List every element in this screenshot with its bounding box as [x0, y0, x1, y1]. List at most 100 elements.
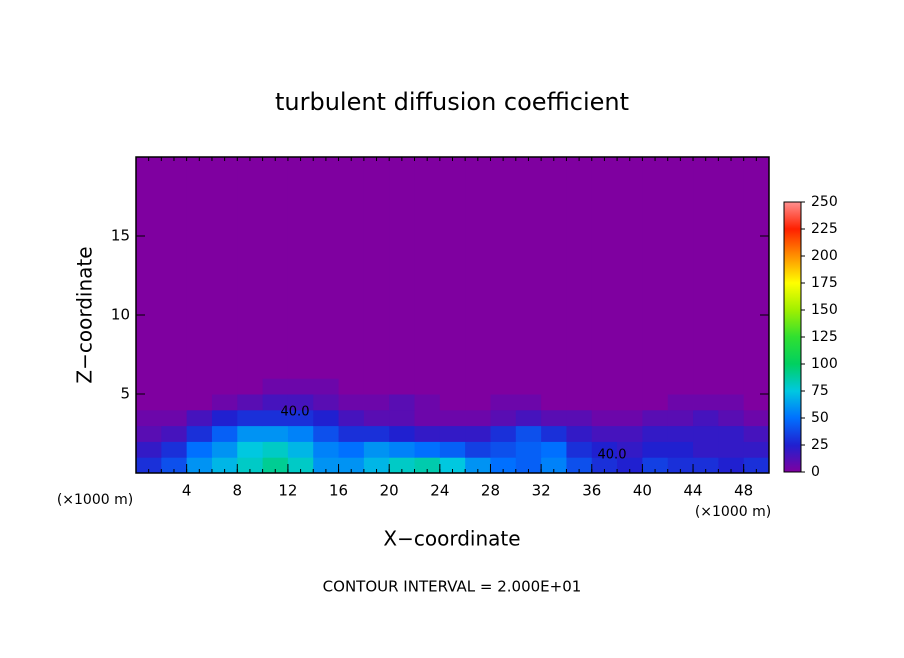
heat-cell — [338, 425, 365, 442]
heat-cell — [490, 425, 517, 442]
heat-cell — [490, 157, 517, 379]
colorbar-tick-label: 250 — [811, 194, 838, 210]
heat-cell — [338, 457, 365, 474]
heat-cell — [617, 378, 643, 395]
heat-cell — [136, 441, 162, 458]
heat-cell — [515, 425, 542, 442]
heat-cell — [667, 394, 694, 411]
heat-cell — [642, 409, 669, 427]
heat-cell — [439, 378, 466, 395]
heat-cell — [363, 409, 390, 427]
heat-cell — [693, 425, 719, 442]
heat-cell — [186, 457, 213, 474]
y-tick-label: 15 — [111, 227, 130, 245]
colorbar-tick-label: 150 — [811, 302, 838, 318]
colorbar-tick-label: 225 — [811, 221, 838, 237]
heat-cell — [237, 457, 264, 474]
heat-cell — [566, 157, 593, 379]
colorbar-tick-label: 175 — [811, 275, 838, 291]
heat-cell — [338, 409, 365, 427]
heat-cell — [287, 157, 314, 379]
heat-cell — [515, 441, 542, 458]
heat-cell — [287, 425, 314, 442]
y-axis-label: Z−coordinate — [73, 246, 97, 383]
heat-cell — [363, 441, 390, 458]
heat-cell — [541, 394, 567, 411]
x-tick-label: 44 — [683, 482, 702, 500]
heat-cell — [591, 457, 618, 474]
heat-cell — [667, 441, 694, 458]
heat-cell — [617, 157, 643, 379]
heat-cell — [617, 425, 643, 442]
heat-cell — [287, 394, 314, 411]
heat-cell — [465, 409, 491, 427]
heat-cell — [262, 409, 289, 427]
heat-cell — [363, 378, 390, 395]
heat-cell — [743, 441, 770, 458]
heat-cell — [439, 157, 466, 379]
heat-cell — [237, 378, 264, 395]
heat-cell — [693, 457, 719, 474]
heat-cell — [136, 457, 162, 474]
heat-cell — [161, 457, 188, 474]
heat-cell — [262, 441, 289, 458]
heat-cell — [566, 457, 593, 474]
heat-cell — [591, 157, 618, 379]
colorbar-tick-label: 75 — [811, 383, 829, 399]
footnote: CONTOUR INTERVAL = 2.000E+01 — [323, 578, 582, 596]
heat-cell — [439, 425, 466, 442]
x-unit: (×1000 m) — [695, 504, 771, 520]
heat-cell — [186, 425, 213, 442]
contour-label: 40.0 — [598, 448, 627, 463]
heat-cell — [617, 457, 643, 474]
heat-cell — [743, 425, 770, 442]
heat-cell — [313, 409, 340, 427]
heat-cell — [389, 457, 416, 474]
heat-cell — [414, 425, 441, 442]
heat-cell — [313, 457, 340, 474]
heat-cell — [465, 157, 491, 379]
heat-cell — [262, 457, 289, 474]
heat-cell — [262, 157, 289, 379]
heat-cell — [591, 409, 618, 427]
heat-cell — [693, 409, 719, 427]
heat-cell — [465, 378, 491, 395]
heat-cell — [515, 409, 542, 427]
heat-cell — [389, 409, 416, 427]
x-unit: (×1000 m) — [57, 492, 133, 508]
heat-cell — [566, 425, 593, 442]
heat-cell — [541, 409, 567, 427]
heat-cell — [439, 394, 466, 411]
heat-cell — [414, 409, 441, 427]
x-tick-label: 24 — [430, 482, 449, 500]
colorbar-tick-label: 100 — [811, 356, 838, 372]
heat-cell — [667, 409, 694, 427]
heat-cell — [591, 394, 618, 411]
heat-cell — [591, 425, 618, 442]
x-tick-label: 28 — [481, 482, 500, 500]
heat-cell — [161, 409, 188, 427]
heat-cell — [465, 394, 491, 411]
heat-cell — [414, 441, 441, 458]
x-tick-label: 36 — [582, 482, 601, 500]
heat-cell — [541, 378, 567, 395]
heat-cell — [338, 441, 365, 458]
heat-cell — [541, 441, 567, 458]
heat-cell — [313, 425, 340, 442]
heat-cell — [186, 394, 213, 411]
heat-cell — [262, 394, 289, 411]
y-tick-label: 10 — [111, 306, 130, 324]
heat-cell — [211, 441, 238, 458]
heat-cell — [566, 409, 593, 427]
x-tick-label: 16 — [329, 482, 348, 500]
heat-cell — [490, 457, 517, 474]
colorbar-tick-label: 200 — [811, 248, 838, 264]
heat-cell — [186, 409, 213, 427]
heat-cell — [161, 394, 188, 411]
x-tick-label: 48 — [734, 482, 753, 500]
heat-cell — [414, 394, 441, 411]
heat-cell — [566, 441, 593, 458]
heat-cell — [591, 378, 618, 395]
heat-cell — [237, 409, 264, 427]
